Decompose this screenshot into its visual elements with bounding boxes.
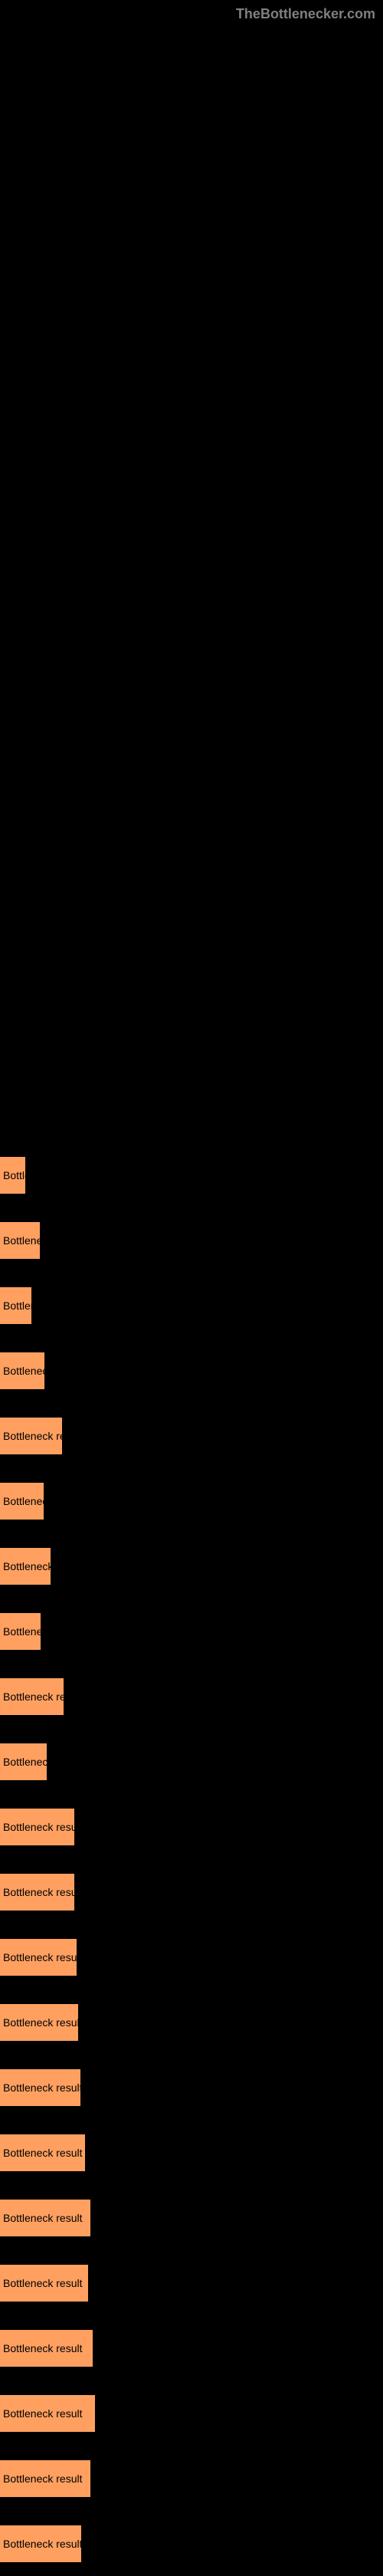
bar-row: Bottleneck result [0,1208,383,1273]
bar: Bottleneck result [0,1352,44,1389]
bar: Bottleneck result [0,1874,74,1911]
bar-row: Bottleneck result [0,1859,383,1924]
bar-row: Bottleneck result [0,2120,383,2185]
bar: Bottleneck result [0,1157,25,1194]
bar: Bottleneck result [0,1483,44,1520]
bar: Bottleneck result [0,2069,80,2106]
bar-row: Bottleneck result [0,1273,383,1338]
bar: Bottleneck result [0,1809,74,1845]
bar: Bottleneck result [0,1548,51,1585]
bar-chart: Bottleneck result Bottleneck result Bottle… [0,0,383,2576]
watermark: TheBottlenecker.com [236,6,375,22]
bar: Bottleneck result [0,2395,95,2432]
bar-row: Bottleneck result [0,2185,383,2250]
bar: Bottleneck result [0,1613,41,1650]
bar: Bottleneck result [0,2200,90,2236]
bar: Bottleneck result [0,1939,77,1976]
bar-row: Bottleneck result [0,1794,383,1859]
bar-row: Bottleneck result [0,1990,383,2055]
bar: Bottleneck result [0,1287,31,1324]
bar: Bottleneck result [0,2525,81,2562]
bar: Bottleneck result [0,1418,62,1454]
bar-row: Bottleneck result [0,2055,383,2120]
bar: Bottleneck result [0,2265,88,2302]
bar-row: Bottleneck result [0,1924,383,1990]
bar-row: Bottleneck result [0,1533,383,1598]
bar-row: Bottleneck result [0,2315,383,2380]
bar: Bottleneck result [0,2460,90,2497]
bar: Bottleneck result [0,2134,85,2171]
bar-row: Bottleneck result [0,1729,383,1794]
bar: Bottleneck result [0,1743,47,1780]
bar-row: Bottleneck result [0,1403,383,1468]
bar-row: Bottleneck result [0,2446,383,2511]
bar: Bottleneck result [0,2330,93,2367]
bar-row: Bottleneck result [0,2250,383,2315]
bar: Bottleneck result [0,2004,78,2041]
bar-row: Bottleneck result [0,1338,383,1403]
bar: Bottleneck result [0,1678,64,1715]
bar-row: Bottleneck result [0,2511,383,2576]
bar-row: Bottleneck result [0,1598,383,1664]
bar-row: Bottleneck result [0,1468,383,1533]
bar-row: Bottleneck result [0,2380,383,2446]
bar-row: Bottleneck result [0,1664,383,1729]
bar-row: Bottleneck result [0,1142,383,1208]
bar: Bottleneck result [0,1222,40,1259]
